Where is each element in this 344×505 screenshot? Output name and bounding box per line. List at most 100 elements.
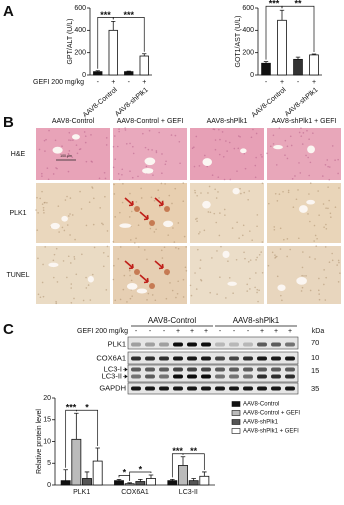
- bar: [188, 480, 199, 486]
- tissue-speck: [249, 259, 252, 261]
- tissue-speck: [255, 272, 257, 274]
- tissue-speck: [58, 231, 60, 233]
- tissue-speck: [338, 261, 340, 264]
- tissue-speck: [252, 128, 254, 131]
- tissue-speck: [118, 128, 120, 130]
- tissue-speck: [239, 187, 241, 190]
- band: [187, 386, 197, 391]
- tissue-speck: [297, 189, 299, 191]
- micrograph: [36, 246, 110, 304]
- band: [257, 356, 267, 361]
- tissue-speck: [35, 209, 37, 211]
- tissue-speck: [106, 230, 109, 232]
- tissue-speck: [79, 148, 82, 150]
- tissue-speck: [225, 297, 227, 299]
- tissue-speck: [301, 266, 304, 269]
- x-tick-label: +: [312, 79, 316, 86]
- tissue-speck: [133, 242, 136, 244]
- tissue-speck: [194, 191, 197, 194]
- tissue-speck: [219, 212, 221, 214]
- band: [257, 374, 267, 379]
- tissue-speck: [244, 257, 246, 260]
- kda-marker: 70: [311, 338, 319, 347]
- tissue-speck: [218, 153, 221, 156]
- band: [187, 356, 197, 361]
- panel-label: C: [3, 321, 14, 338]
- tissue-speck: [137, 246, 140, 248]
- bar: [139, 55, 149, 76]
- tissue-speck: [173, 241, 176, 243]
- tissue-speck: [113, 183, 115, 186]
- micrograph: [267, 183, 341, 243]
- bar: [261, 62, 271, 76]
- kda-marker: 15: [311, 366, 319, 375]
- tissue-speck: [114, 135, 116, 137]
- tissue-speck: [57, 205, 60, 207]
- tissue-speck: [261, 156, 263, 158]
- tissue-speck: [150, 196, 153, 199]
- tissue-speck: [249, 288, 251, 290]
- tissue-speck: [278, 127, 281, 129]
- legend-label: AAV8-Control: [243, 402, 279, 408]
- band: [173, 356, 183, 361]
- tissue-speck: [144, 249, 146, 251]
- band: [243, 342, 253, 347]
- band: [215, 342, 225, 347]
- tissue-speck: [106, 245, 109, 248]
- band: [271, 342, 281, 347]
- tissue-speck: [93, 197, 95, 200]
- tissue-speck: [292, 206, 295, 209]
- tissue-speck: [179, 162, 181, 165]
- tissue-speck: [314, 234, 317, 237]
- tissue-speck: [85, 224, 88, 227]
- tissue-speck: [307, 156, 309, 159]
- tissue-speck: [327, 207, 329, 210]
- significance-bracket: [112, 17, 145, 52]
- tissue-speck: [193, 146, 195, 148]
- tissue-speck: [54, 139, 57, 142]
- tissue-speck: [174, 134, 177, 137]
- band: [243, 356, 253, 361]
- y-axis-label: GPT/ALT (U/L): [67, 18, 74, 64]
- tissue-speck: [274, 254, 276, 256]
- x-tick-label: +: [111, 79, 115, 86]
- band: [187, 367, 197, 372]
- tissue-speck: [249, 230, 251, 232]
- tissue-speck: [165, 160, 167, 163]
- tissue-speck: [167, 234, 170, 236]
- tissue-speck: [269, 145, 272, 148]
- tissue-speck: [39, 197, 42, 200]
- tissue-speck: [256, 214, 259, 216]
- vessel: [87, 276, 94, 283]
- blot-strip: [127, 364, 299, 383]
- stain: [134, 269, 140, 275]
- tissue-speck: [327, 186, 329, 188]
- tissue-speck: [318, 277, 320, 280]
- tissue-speck: [66, 276, 68, 279]
- band: [173, 374, 183, 379]
- bar: [93, 71, 103, 76]
- tissue-speck: [238, 237, 240, 239]
- tissue-speck: [101, 222, 103, 225]
- tissue-speck: [36, 196, 38, 199]
- tissue-speck: [236, 170, 238, 172]
- tissue-speck: [301, 143, 304, 145]
- tissue-speck: [237, 147, 240, 150]
- tissue-speck: [231, 227, 234, 229]
- error-bar: [95, 70, 100, 72]
- tissue-speck: [260, 251, 263, 253]
- tissue-speck: [151, 149, 153, 151]
- tissue-speck: [224, 214, 226, 216]
- tissue-speck: [99, 207, 101, 209]
- significance-label: ***: [123, 10, 134, 20]
- tissue-speck: [287, 191, 290, 194]
- tissue-speck: [282, 190, 284, 193]
- tissue-speck: [114, 216, 116, 218]
- tissue-speck: [214, 188, 216, 191]
- panel-label: B: [3, 114, 14, 131]
- tissue-speck: [317, 190, 319, 192]
- x-tick-label: +: [142, 79, 146, 86]
- tissue-speck: [184, 266, 187, 269]
- tissue-speck: [159, 205, 161, 208]
- tissue-speck: [283, 238, 285, 241]
